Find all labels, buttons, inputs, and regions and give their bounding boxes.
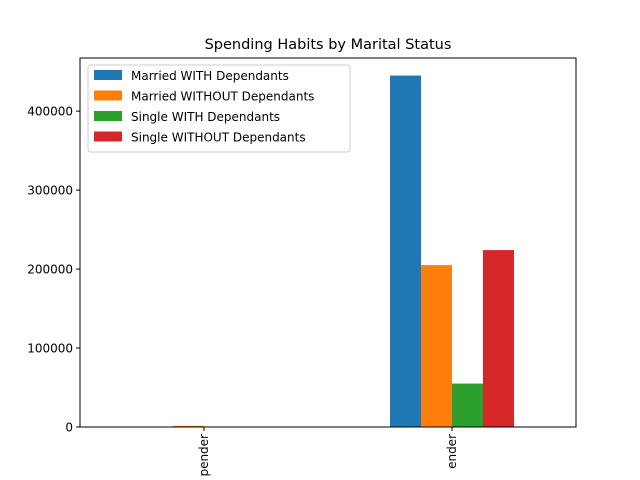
legend-label-4: Single WITHOUT Dependants [131, 131, 306, 145]
legend-swatch-2 [94, 90, 122, 101]
bar-4-2 [483, 250, 514, 427]
y-axis: 0 100000 200000 300000 400000 [27, 105, 80, 435]
legend-label-1: Married WITH Dependants [131, 69, 289, 83]
x-tick-label-2: ender [445, 434, 459, 469]
legend-swatch-3 [94, 111, 122, 121]
y-tick-label-1: 0 [65, 421, 73, 435]
legend-label-2: Married WITHOUT Dependants [131, 90, 314, 104]
y-tick-label-5: 400000 [27, 105, 73, 119]
y-tick-label-2: 100000 [27, 342, 73, 356]
y-tick-label-3: 200000 [27, 263, 73, 277]
legend-swatch-1 [94, 70, 122, 80]
x-tick-label-1: pender [197, 434, 211, 477]
y-tick-label-4: 300000 [27, 184, 73, 198]
chart-title: Spending Habits by Marital Status [205, 37, 452, 53]
bar-1-2 [390, 75, 421, 428]
legend-box [87, 64, 351, 153]
plot-frame [79, 57, 577, 428]
bar-3-2 [452, 383, 483, 427]
x-axis: pender ender [197, 427, 459, 477]
legend: Married WITH Dependants Married WITHOUT D… [87, 64, 351, 153]
bar-2-2 [421, 265, 452, 427]
legend-swatch-4 [94, 131, 122, 142]
legend-label-3: Single WITH Dependants [131, 110, 280, 124]
bars-layer [173, 75, 514, 428]
bar-2-1 [173, 425, 204, 427]
